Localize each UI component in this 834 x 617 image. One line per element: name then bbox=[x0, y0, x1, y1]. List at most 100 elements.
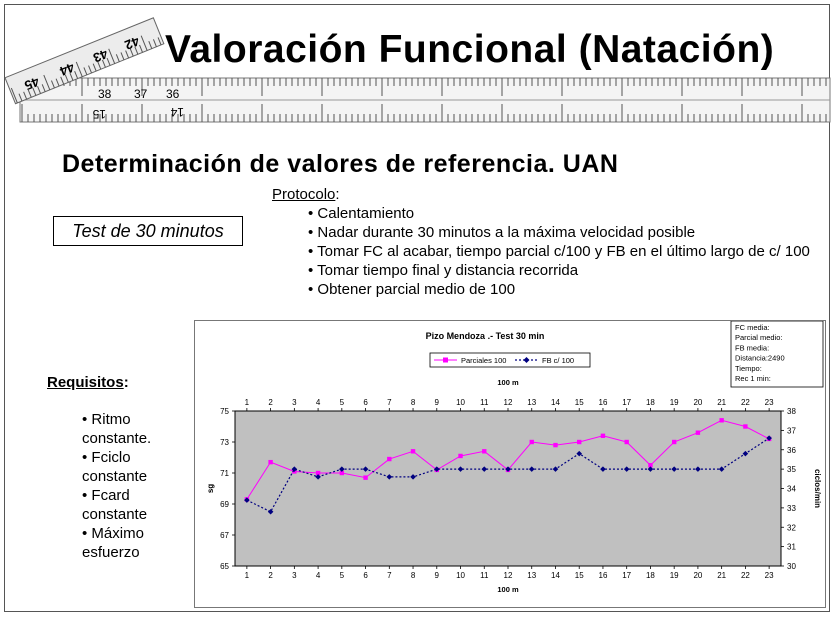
list-item: Nadar durante 30 minutos a la máxima vel… bbox=[308, 223, 818, 242]
x-tick-label: 10 bbox=[456, 571, 465, 580]
x-tick-label-top: 22 bbox=[741, 398, 750, 407]
data-point-parciales bbox=[410, 449, 416, 454]
data-point-fb bbox=[528, 466, 535, 472]
x-tick-label-top: 5 bbox=[340, 398, 345, 407]
ruler-decoration: 45 44 43 42 38 37 36 15 14 bbox=[4, 17, 831, 123]
y-tick-label: 65 bbox=[220, 562, 229, 571]
x-tick-label-top: 15 bbox=[575, 398, 584, 407]
y2-tick-label: 32 bbox=[787, 523, 796, 532]
ruler-number: 38 bbox=[98, 87, 112, 101]
x-tick-label: 11 bbox=[480, 571, 489, 580]
x-tick-label: 14 bbox=[551, 571, 560, 580]
x-tick-label-top: 3 bbox=[292, 398, 297, 407]
ruler-number: 15 bbox=[92, 107, 106, 121]
data-point-parciales bbox=[577, 439, 582, 445]
x-tick-label: 20 bbox=[693, 571, 702, 580]
data-point-parciales bbox=[268, 459, 273, 465]
y2-tick-label: 35 bbox=[787, 465, 796, 474]
data-point-parciales bbox=[458, 453, 463, 459]
x-tick-label-top: 20 bbox=[693, 398, 702, 407]
protocolo-colon: : bbox=[335, 186, 340, 203]
chart-info-box: FC media:Parcial medio:FB media: Distanci… bbox=[730, 321, 824, 388]
data-point-fb bbox=[505, 466, 511, 472]
x-tick-label: 6 bbox=[363, 571, 368, 580]
list-item: Fciclo constante bbox=[82, 448, 192, 486]
y-tick-label: 73 bbox=[220, 438, 229, 447]
data-point-fb bbox=[766, 435, 772, 441]
page-title: Valoración Funcional (Natación) bbox=[165, 28, 775, 71]
list-item: Tomar tiempo final y distancia recorrida bbox=[308, 261, 818, 280]
y2-tick-label: 38 bbox=[787, 407, 796, 416]
requisitos-list: Ritmo constante. Fciclo constante Fcard … bbox=[82, 410, 192, 562]
data-point-fb bbox=[671, 466, 677, 472]
legend-marker bbox=[523, 357, 530, 363]
x-tick-label: 3 bbox=[292, 571, 297, 580]
x-tick-label-top: 19 bbox=[670, 398, 679, 407]
x-tick-label-top: 17 bbox=[622, 398, 631, 407]
x-tick-label-top: 8 bbox=[411, 398, 416, 407]
requisitos-colon: : bbox=[123, 374, 129, 391]
x-tick-label: 7 bbox=[387, 571, 392, 580]
y2-tick-label: 36 bbox=[787, 446, 796, 455]
list-item: Ritmo constante. bbox=[82, 410, 192, 448]
data-point-fb bbox=[410, 474, 416, 480]
list-item: Máximo esfuerzo bbox=[82, 524, 192, 562]
x-tick-label: 4 bbox=[316, 571, 321, 580]
x-tick-label-top: 16 bbox=[599, 398, 608, 407]
x-tick-label: 21 bbox=[717, 571, 726, 580]
info-box-line: FB media: bbox=[735, 343, 769, 352]
data-point-fb bbox=[647, 466, 654, 472]
data-point-parciales bbox=[600, 433, 606, 438]
requisitos-heading: Requisitos: bbox=[47, 374, 129, 391]
x-tick-label-top: 10 bbox=[456, 398, 465, 407]
data-point-fb bbox=[623, 466, 630, 472]
x-tick-label-top: 9 bbox=[435, 398, 440, 407]
y2-tick-label: 34 bbox=[787, 485, 796, 494]
y-tick-label: 75 bbox=[220, 407, 229, 416]
list-item: Calentamiento bbox=[308, 204, 818, 223]
legend-frame bbox=[429, 352, 591, 368]
legend-marker bbox=[443, 357, 448, 363]
x-tick-label-top: 21 bbox=[717, 398, 726, 407]
ruler-number: 44 bbox=[57, 60, 77, 80]
x-tick-label: 19 bbox=[670, 571, 679, 580]
x-tick-label: 12 bbox=[504, 571, 513, 580]
protocolo-heading-text: Protocolo bbox=[272, 186, 336, 203]
data-point-fb bbox=[600, 466, 606, 472]
data-point-parciales bbox=[339, 470, 345, 476]
info-box-line: FC media: bbox=[735, 323, 770, 332]
list-item: Tomar FC al acabar, tiempo parcial c/100… bbox=[308, 242, 818, 261]
x-tick-label: 5 bbox=[340, 571, 345, 580]
data-point-fb bbox=[433, 466, 440, 472]
data-point-fb bbox=[457, 466, 464, 472]
data-point-fb bbox=[552, 466, 559, 472]
x-tick-label: 8 bbox=[411, 571, 416, 580]
ruler-number: 37 bbox=[134, 87, 148, 101]
info-box-line: Rec 1 min: bbox=[735, 374, 771, 383]
x-tick-label-top: 14 bbox=[551, 398, 560, 407]
protocolo-list: Calentamiento Nadar durante 30 minutos a… bbox=[308, 204, 818, 299]
data-point-parciales bbox=[387, 456, 392, 462]
slide-subtitle: Determinación de valores de referencia. … bbox=[62, 150, 619, 178]
test-label-box: Test de 30 minutos bbox=[53, 216, 243, 246]
y-axis-label: sg bbox=[206, 484, 215, 493]
data-point-fb bbox=[742, 450, 749, 457]
data-point-parciales bbox=[719, 418, 724, 423]
data-point-parciales bbox=[671, 439, 677, 445]
plot-area bbox=[234, 410, 782, 567]
protocolo-heading: Protocolo: bbox=[272, 186, 340, 203]
data-point-parciales bbox=[363, 475, 368, 480]
x-tick-label-top: 23 bbox=[765, 398, 774, 407]
slide-frame bbox=[4, 4, 830, 612]
x-tick-label: 18 bbox=[646, 571, 655, 580]
data-point-parciales bbox=[743, 424, 748, 429]
data-point-fb bbox=[695, 466, 701, 472]
ruler-number: 43 bbox=[91, 46, 110, 65]
x-tick-label-top: 6 bbox=[363, 398, 368, 407]
ruler-number: 14 bbox=[170, 105, 184, 119]
ruler-number: 42 bbox=[123, 33, 142, 52]
x-tick-label-top: 18 bbox=[646, 398, 655, 407]
x-axis-label-top: 100 m bbox=[497, 378, 519, 387]
data-point-fb bbox=[718, 466, 725, 472]
